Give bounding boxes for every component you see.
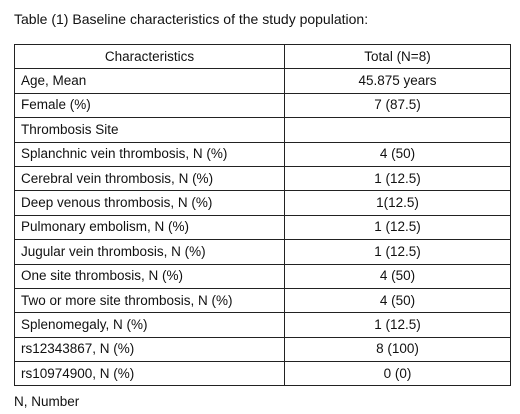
row-value: 8 (100) bbox=[284, 336, 511, 363]
row-value: 1 (12.5) bbox=[284, 214, 511, 241]
row-value: 1(12.5) bbox=[284, 190, 511, 216]
row-label: Splenomegaly, N (%) bbox=[14, 312, 285, 338]
table-row: Cerebral vein thrombosis, N (%) 1 (12.5) bbox=[14, 165, 511, 192]
row-label: Age, Mean bbox=[14, 68, 285, 94]
table-row: Splenomegaly, N (%) 1 (12.5) bbox=[14, 312, 511, 338]
row-value: 4 (50) bbox=[284, 141, 511, 167]
row-label: Cerebral vein thrombosis, N (%) bbox=[14, 165, 285, 192]
row-value: 1 (12.5) bbox=[284, 312, 511, 338]
table-row: Female (%) 7 (87.5) bbox=[14, 92, 511, 119]
row-value: 7 (87.5) bbox=[284, 92, 511, 119]
table-row: Splanchnic vein thrombosis, N (%) 4 (50) bbox=[14, 141, 511, 167]
table-row: Deep venous thrombosis, N (%) 1(12.5) bbox=[14, 190, 511, 216]
row-label: Two or more site thrombosis, N (%) bbox=[14, 287, 285, 314]
row-label: Thrombosis Site bbox=[14, 117, 285, 143]
table-row: rs12343867, N (%) 8 (100) bbox=[14, 336, 511, 363]
row-label: Deep venous thrombosis, N (%) bbox=[14, 190, 285, 216]
row-value: 1 (12.5) bbox=[284, 239, 511, 265]
table-row: Thrombosis Site bbox=[14, 117, 511, 143]
row-label: Female (%) bbox=[14, 92, 285, 119]
row-label: Pulmonary embolism, N (%) bbox=[14, 214, 285, 241]
table-caption: Table (1) Baseline characteristics of th… bbox=[14, 11, 369, 27]
table-row: Age, Mean 45.875 years bbox=[14, 68, 511, 94]
row-label: rs10974900, N (%) bbox=[14, 361, 285, 387]
row-label: One site thrombosis, N (%) bbox=[14, 263, 285, 289]
row-value: 4 (50) bbox=[284, 287, 511, 314]
row-value bbox=[284, 117, 511, 143]
row-label: rs12343867, N (%) bbox=[14, 336, 285, 363]
table-row: rs10974900, N (%) 0 (0) bbox=[14, 361, 511, 387]
row-label: Splanchnic vein thrombosis, N (%) bbox=[14, 141, 285, 167]
table-row: Jugular vein thrombosis, N (%) 1 (12.5) bbox=[14, 239, 511, 265]
header-total: Total (N=8) bbox=[284, 43, 511, 70]
header-characteristics: Characteristics bbox=[14, 43, 285, 70]
baseline-characteristics-table: Characteristics Total (N=8) Age, Mean 45… bbox=[14, 43, 511, 387]
row-value: 1 (12.5) bbox=[284, 165, 511, 192]
row-value: 0 (0) bbox=[284, 361, 511, 387]
row-value: 4 (50) bbox=[284, 263, 511, 289]
table-footnote: N, Number bbox=[14, 394, 80, 409]
table-header-row: Characteristics Total (N=8) bbox=[14, 43, 511, 70]
table-row: Two or more site thrombosis, N (%) 4 (50… bbox=[14, 287, 511, 314]
row-value: 45.875 years bbox=[284, 68, 511, 94]
row-label: Jugular vein thrombosis, N (%) bbox=[14, 239, 285, 265]
table-row: Pulmonary embolism, N (%) 1 (12.5) bbox=[14, 214, 511, 241]
table-row: One site thrombosis, N (%) 4 (50) bbox=[14, 263, 511, 289]
